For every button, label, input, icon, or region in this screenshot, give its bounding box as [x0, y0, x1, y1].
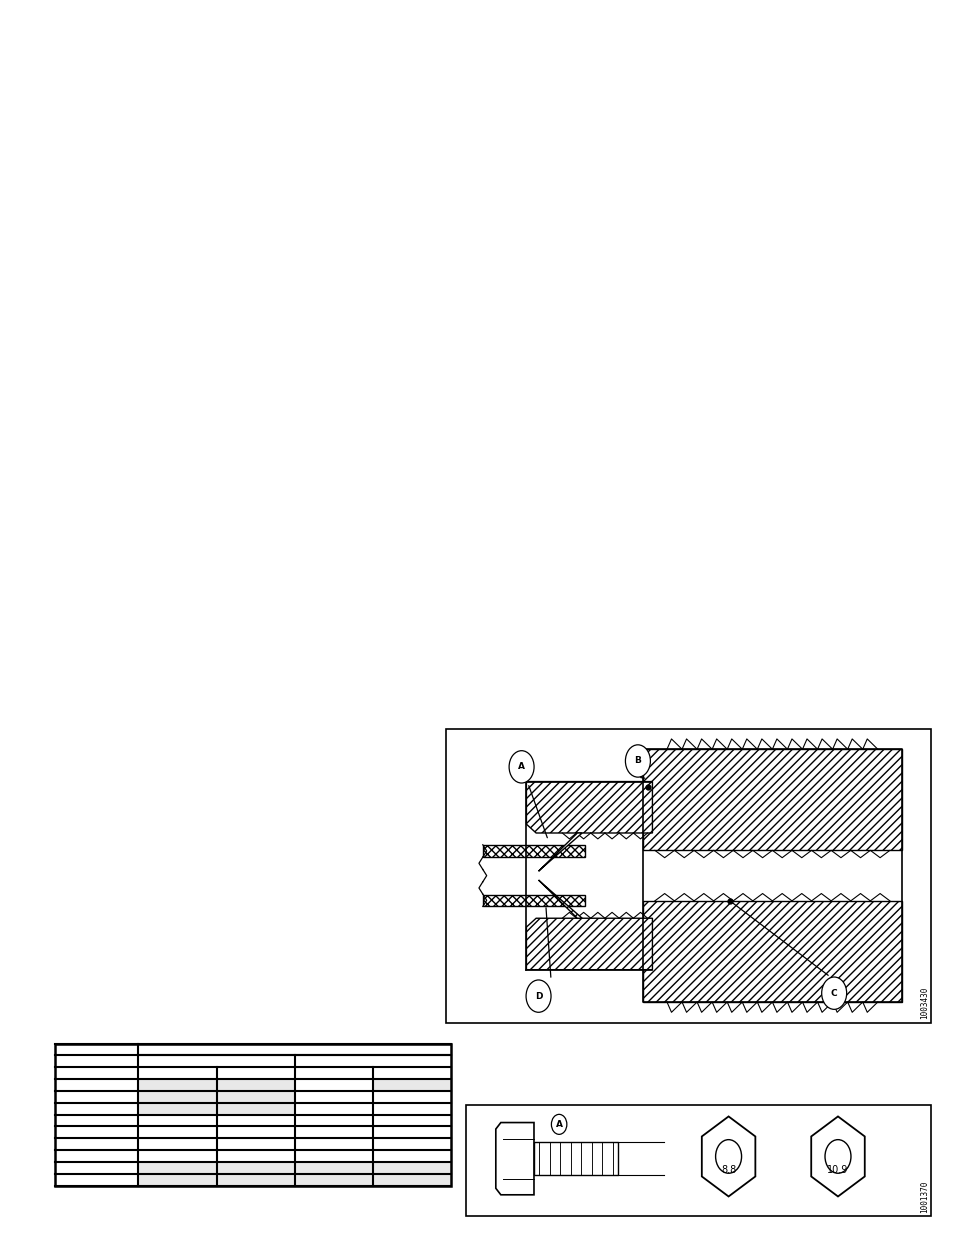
Circle shape: [625, 745, 650, 777]
Polygon shape: [642, 750, 902, 851]
Bar: [294, 1162, 373, 1173]
Bar: [216, 1103, 294, 1114]
Polygon shape: [526, 919, 652, 969]
Polygon shape: [642, 900, 902, 1002]
Bar: [216, 1079, 294, 1091]
Circle shape: [525, 979, 551, 1013]
Text: 8.8: 8.8: [720, 1166, 736, 1176]
Bar: [138, 1091, 216, 1103]
Bar: [534, 1142, 618, 1174]
Circle shape: [715, 1140, 740, 1173]
Bar: [446, 729, 930, 1023]
Polygon shape: [810, 1116, 863, 1197]
Bar: [138, 1162, 216, 1173]
Polygon shape: [496, 1123, 534, 1194]
Circle shape: [821, 977, 845, 1009]
Text: 1001370: 1001370: [919, 1181, 928, 1213]
Bar: [216, 1162, 294, 1173]
Circle shape: [824, 1140, 850, 1173]
Text: C: C: [830, 989, 837, 998]
Bar: [465, 1105, 930, 1216]
Polygon shape: [538, 881, 581, 919]
Text: 10.9: 10.9: [826, 1166, 848, 1176]
Bar: [216, 1173, 294, 1186]
Circle shape: [551, 1114, 566, 1135]
Text: A: A: [517, 762, 524, 772]
Bar: [373, 1173, 451, 1186]
Circle shape: [509, 751, 534, 783]
Bar: [138, 1173, 216, 1186]
Polygon shape: [538, 832, 581, 871]
Text: A: A: [555, 1120, 562, 1129]
Bar: [294, 1173, 373, 1186]
Bar: [55, 1044, 451, 1186]
Text: D: D: [535, 992, 541, 1000]
Polygon shape: [482, 894, 584, 906]
Bar: [373, 1162, 451, 1173]
Polygon shape: [482, 845, 584, 857]
Bar: [216, 1091, 294, 1103]
Bar: [138, 1079, 216, 1091]
Polygon shape: [701, 1116, 755, 1197]
Bar: [373, 1079, 451, 1091]
Polygon shape: [526, 782, 652, 832]
Text: B: B: [634, 757, 640, 766]
Text: 1003430: 1003430: [919, 987, 928, 1019]
Bar: [138, 1103, 216, 1114]
